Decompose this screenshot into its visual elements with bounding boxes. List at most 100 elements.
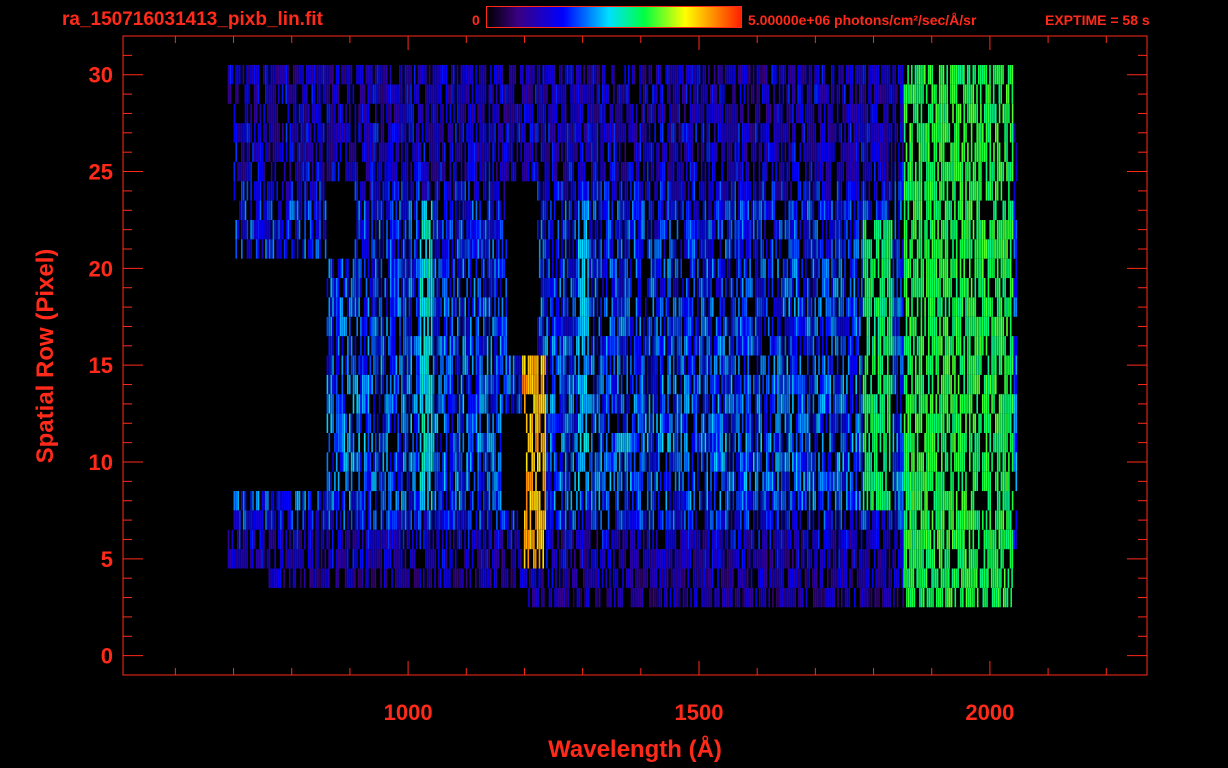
heatmap-cell: [349, 336, 351, 356]
heatmap-cell: [410, 355, 412, 375]
heatmap-cell: [572, 297, 574, 317]
heatmap-cell: [857, 220, 859, 240]
heatmap-cell: [870, 394, 872, 414]
heatmap-cell: [834, 394, 837, 414]
heatmap-cell: [801, 200, 803, 220]
heatmap-cell: [250, 181, 252, 201]
heatmap-cell: [611, 297, 614, 317]
heatmap-cell: [916, 374, 919, 395]
heatmap-cell: [635, 123, 638, 143]
heatmap-cell: [542, 374, 545, 395]
heatmap-cell: [769, 239, 772, 259]
heatmap-cell: [758, 142, 761, 162]
heatmap-cell: [282, 220, 284, 240]
heatmap-cell: [272, 84, 274, 104]
heatmap-cell: [855, 297, 857, 317]
heatmap-cell: [537, 161, 539, 182]
heatmap-cell: [847, 161, 850, 182]
heatmap-cell: [397, 142, 399, 162]
heatmap-cell: [995, 374, 997, 395]
heatmap-cell: [408, 355, 411, 375]
heatmap-cell: [855, 336, 857, 356]
heatmap-cell: [267, 239, 269, 259]
heatmap-cell: [1011, 200, 1014, 220]
heatmap-cell: [821, 161, 824, 182]
heatmap-cell: [985, 65, 988, 85]
heatmap-cell: [609, 220, 612, 240]
heatmap-cell: [756, 355, 759, 375]
heatmap-cell: [455, 181, 457, 201]
heatmap-cell: [920, 142, 923, 162]
heatmap-cell: [538, 336, 541, 356]
heatmap-cell: [738, 394, 740, 414]
heatmap-cell: [328, 374, 331, 395]
heatmap-cell: [630, 181, 632, 201]
heatmap-cell: [315, 200, 318, 220]
heatmap-cell: [358, 65, 360, 85]
heatmap-cell: [674, 239, 677, 259]
heatmap-cell: [605, 181, 608, 201]
heatmap-cell: [371, 200, 373, 220]
heatmap-cell: [442, 355, 444, 375]
heatmap-cell: [466, 336, 468, 356]
heatmap-cell: [481, 142, 483, 162]
heatmap-cell: [270, 123, 273, 143]
heatmap-cell: [967, 220, 969, 240]
heatmap-cell: [572, 394, 574, 414]
heatmap-cell: [564, 123, 567, 143]
heatmap-cell: [578, 316, 580, 337]
heatmap-cell: [898, 142, 900, 162]
heatmap-cell: [620, 123, 623, 143]
heatmap-cell: [445, 239, 448, 259]
heatmap-cell: [538, 316, 541, 337]
heatmap-cell: [432, 220, 435, 240]
heatmap-cell: [632, 374, 634, 395]
heatmap-cell: [818, 355, 820, 375]
heatmap-cell: [574, 355, 576, 375]
heatmap-cell: [667, 181, 669, 201]
heatmap-cell: [291, 142, 293, 162]
heatmap-cell: [308, 161, 310, 182]
heatmap-cell: [689, 316, 692, 337]
heatmap-cell: [596, 181, 599, 201]
heatmap-cell: [726, 161, 729, 182]
heatmap-cell: [492, 161, 494, 182]
heatmap-cell: [237, 65, 239, 85]
heatmap-cell: [419, 103, 422, 124]
heatmap-cell: [810, 161, 813, 182]
heatmap-cell: [926, 239, 928, 259]
heatmap-cell: [602, 84, 604, 104]
heatmap-cell: [890, 181, 893, 201]
heatmap-cell: [695, 316, 697, 337]
heatmap-cell: [888, 239, 891, 259]
heatmap-cell: [566, 220, 569, 240]
heatmap-cell: [441, 65, 444, 85]
heatmap-cell: [460, 374, 463, 395]
heatmap-cell: [335, 355, 338, 375]
heatmap-cell: [458, 123, 461, 143]
heatmap-cell: [518, 374, 520, 395]
heatmap-cell: [389, 123, 392, 143]
heatmap-cell: [846, 220, 848, 240]
heatmap-cell: [643, 142, 645, 162]
heatmap-cell: [416, 394, 418, 414]
heatmap-cell: [853, 181, 856, 201]
heatmap-cell: [998, 278, 1001, 298]
heatmap-cell: [335, 65, 338, 85]
heatmap-cell: [842, 297, 844, 317]
heatmap-cell: [315, 239, 318, 259]
heatmap-cell: [443, 374, 446, 395]
heatmap-cell: [512, 65, 515, 85]
heatmap-cell: [946, 316, 949, 337]
heatmap-cell: [807, 142, 809, 162]
heatmap-cell: [913, 181, 915, 201]
exptime-label: EXPTIME = 58 s: [1045, 12, 1150, 28]
heatmap-cell: [263, 161, 265, 182]
heatmap-cell: [423, 142, 426, 162]
heatmap-cell: [423, 65, 425, 85]
heatmap-cell: [801, 103, 803, 124]
heatmap-cell: [846, 394, 848, 414]
heatmap-cell: [879, 316, 882, 337]
heatmap-cell: [901, 297, 904, 317]
heatmap-cell: [475, 200, 478, 220]
